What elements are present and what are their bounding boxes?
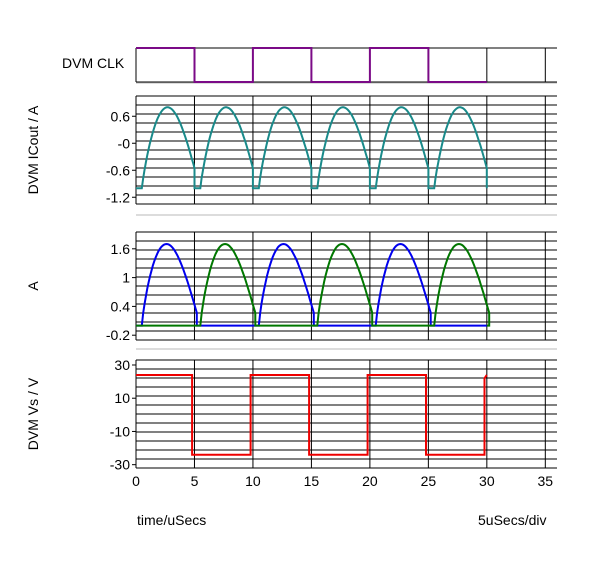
y-tick-label: -0 bbox=[118, 135, 131, 151]
x-tick-label: 30 bbox=[479, 473, 495, 489]
y-axis-title: DVM Vs / V bbox=[25, 377, 41, 450]
series-line bbox=[136, 47, 487, 83]
labels-layer: DVM CLK 0.6 -0 -0.6 -1.2 DVM ICout / A 1.6 1 0.4… bbox=[25, 55, 553, 489]
y-tick-label: 10 bbox=[114, 390, 130, 406]
x-tick-label: 25 bbox=[421, 473, 437, 489]
x-tick-label: 35 bbox=[538, 473, 554, 489]
series-line bbox=[136, 242, 487, 327]
y-tick-label: -10 bbox=[110, 423, 130, 439]
series-line bbox=[136, 106, 488, 190]
y-tick-label: -30 bbox=[110, 457, 130, 473]
x-tick-label: 20 bbox=[362, 473, 378, 489]
y-tick-label: -0.2 bbox=[106, 327, 130, 343]
x-tick-label: 10 bbox=[245, 473, 261, 489]
series-layer bbox=[136, 47, 491, 456]
x-tick-label: 5 bbox=[191, 473, 199, 489]
x-tick-label: 0 bbox=[132, 473, 140, 489]
x-tick-label: 15 bbox=[304, 473, 320, 489]
y-axis-title: DVM ICout / A bbox=[25, 105, 41, 194]
y-tick-label: 1.6 bbox=[111, 241, 131, 257]
y-axis-title: A bbox=[25, 281, 41, 291]
y-tick-label: 1 bbox=[122, 270, 130, 286]
y-tick-label: 30 bbox=[114, 357, 130, 373]
scale-label: 5uSecs/div bbox=[478, 512, 547, 528]
y-tick-label: -0.6 bbox=[106, 162, 130, 178]
series-line bbox=[136, 374, 488, 456]
y-tick-label: 0.6 bbox=[111, 108, 131, 124]
y-axis-title: DVM CLK bbox=[62, 55, 125, 71]
grid-lines bbox=[132, 47, 557, 469]
series-line bbox=[136, 242, 491, 327]
y-tick-label: -1.2 bbox=[106, 189, 130, 205]
y-tick-label: 0.4 bbox=[111, 298, 131, 314]
x-axis-label: time/uSecs bbox=[137, 512, 207, 528]
